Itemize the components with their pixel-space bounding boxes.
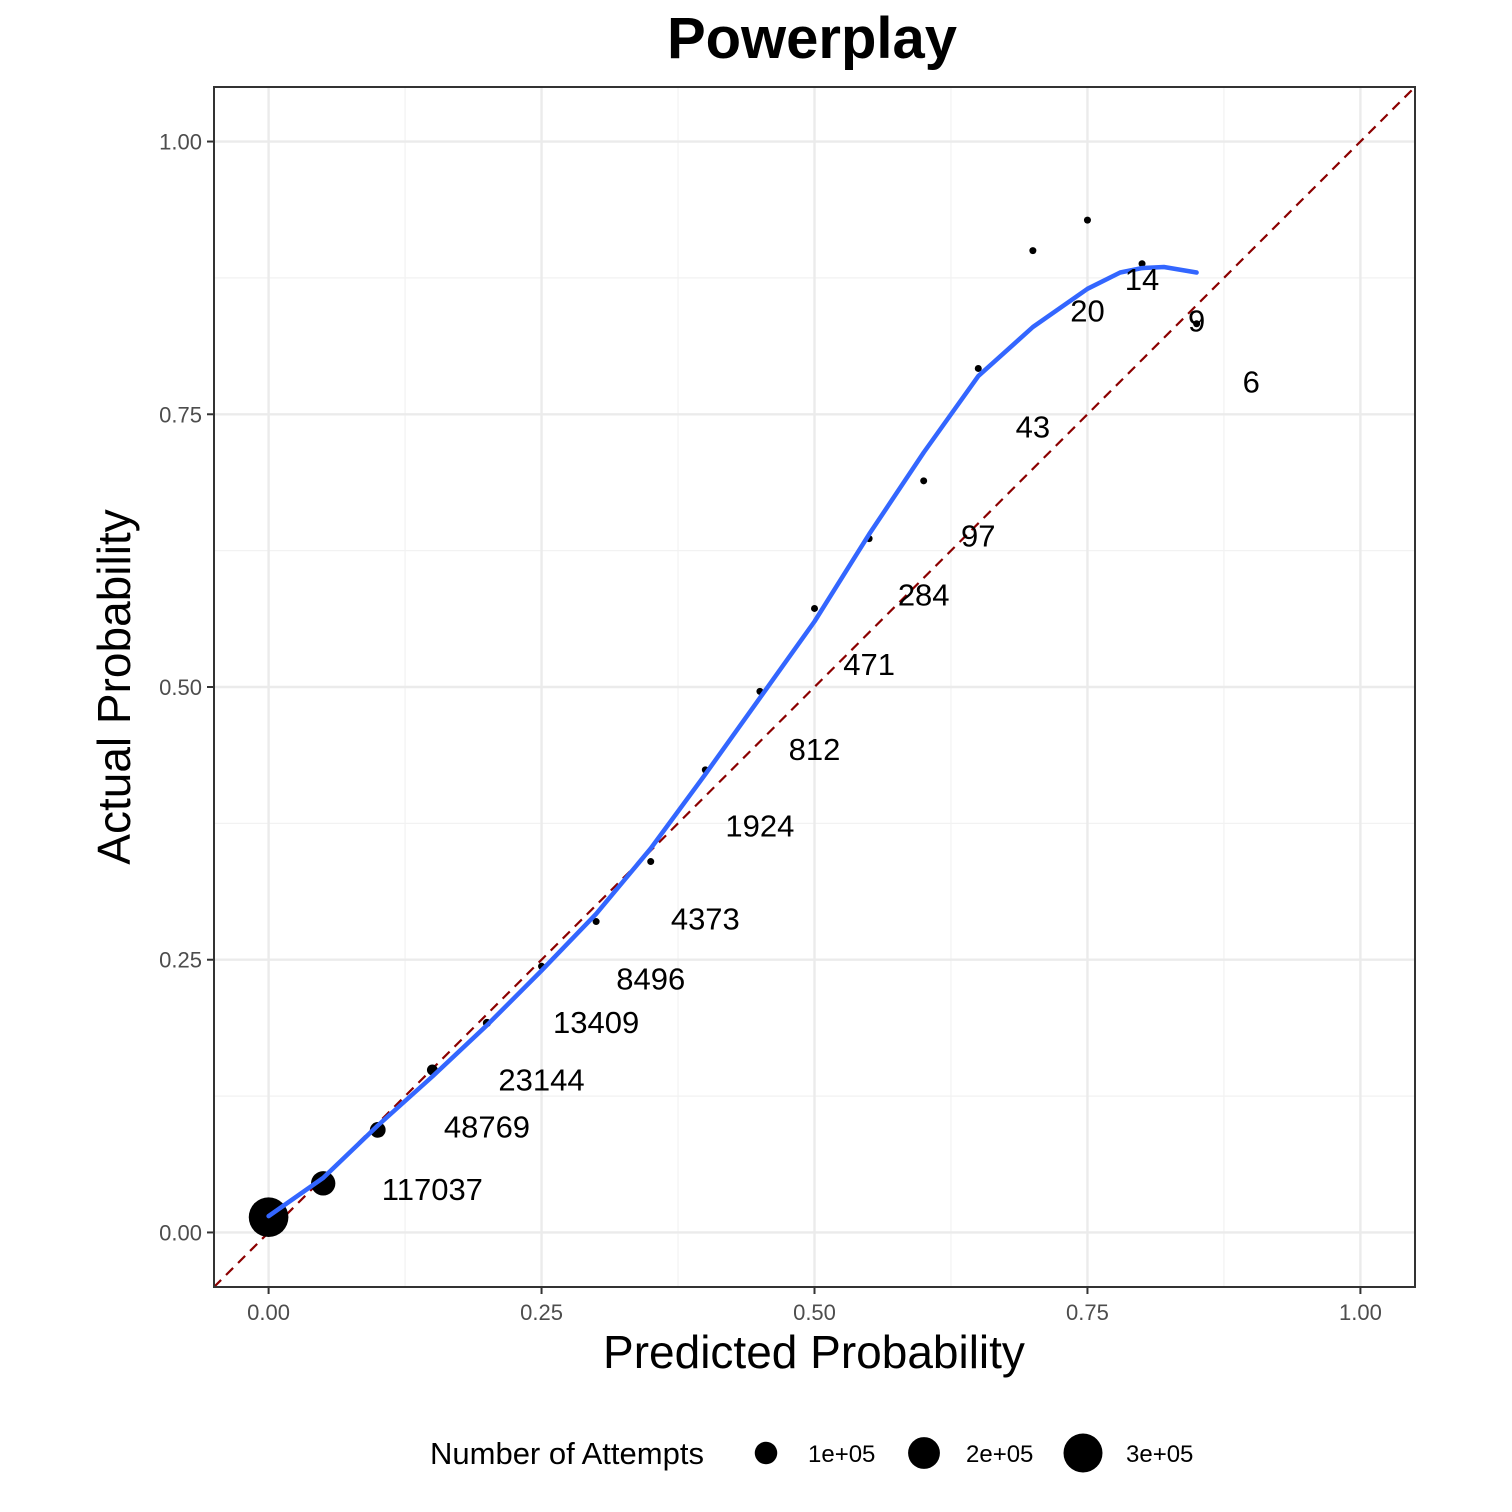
x-tick-label: 0.00 (247, 1300, 290, 1325)
count-label: 23144 (498, 1063, 584, 1098)
data-point (369, 1122, 386, 1138)
y-tick-label: 0.75 (159, 402, 202, 427)
count-label: 6 (1243, 365, 1260, 400)
x-axis-title: Predicted Probability (603, 1326, 1025, 1378)
data-point (1193, 320, 1201, 328)
y-tick-label: 0.25 (159, 948, 202, 973)
y-tick-label: 0.00 (159, 1220, 202, 1245)
x-tick-label: 0.75 (1066, 1300, 1109, 1325)
point-count-labels: 1170374876923144134098496437319248124712… (382, 262, 1260, 1207)
data-point (974, 364, 982, 372)
legend-key-circle (1063, 1433, 1103, 1473)
legend-key-label: 1e+05 (808, 1441, 875, 1468)
data-point (311, 1171, 336, 1196)
x-tick-label: 0.50 (793, 1300, 836, 1325)
count-label: 812 (789, 732, 841, 767)
y-axis: 0.00 0.25 0.50 0.75 1.00 (159, 130, 214, 1245)
data-points (248, 216, 1201, 1238)
data-point (811, 604, 818, 612)
x-tick-label: 1.00 (1339, 1300, 1382, 1325)
chart-title: Powerplay (667, 6, 957, 71)
count-label: 48769 (444, 1110, 530, 1145)
reference-diagonal-line (213, 86, 1416, 1288)
x-axis: 0.00 0.25 0.50 0.75 1.00 (247, 1287, 1382, 1325)
y-tick-label: 0.50 (159, 675, 202, 700)
count-label: 97 (961, 518, 995, 553)
x-tick-label: 0.25 (520, 1300, 563, 1325)
count-label: 8496 (616, 961, 685, 996)
y-axis-title: Actual Probability (88, 509, 140, 864)
data-point (647, 858, 655, 866)
data-point (1029, 247, 1037, 255)
data-point (1083, 216, 1091, 224)
count-label: 43 (1016, 409, 1050, 444)
size-legend: Number of Attempts 1e+05 2e+05 3e+05 (430, 1433, 1193, 1473)
data-point (920, 477, 928, 485)
legend-title: Number of Attempts (430, 1436, 704, 1471)
count-label: 9 (1188, 303, 1205, 338)
y-tick-label: 1.00 (159, 130, 202, 155)
data-point (592, 918, 600, 926)
legend-entries: 1e+05 2e+05 3e+05 (754, 1433, 1193, 1473)
smoothed-fit-line (266, 264, 1199, 1219)
count-label: 4373 (671, 901, 740, 936)
legend-key-label: 3e+05 (1126, 1441, 1193, 1468)
count-label: 1924 (725, 809, 794, 844)
legend-key-label: 2e+05 (966, 1441, 1033, 1468)
count-label: 14 (1125, 262, 1159, 297)
count-label: 20 (1070, 294, 1104, 329)
legend-key-circle (908, 1437, 940, 1469)
count-label: 471 (843, 647, 895, 682)
count-label: 284 (898, 577, 950, 612)
count-label: 117037 (382, 1172, 483, 1207)
legend-key-circle (754, 1441, 778, 1465)
data-point (1138, 260, 1146, 268)
count-label: 13409 (553, 1005, 639, 1040)
